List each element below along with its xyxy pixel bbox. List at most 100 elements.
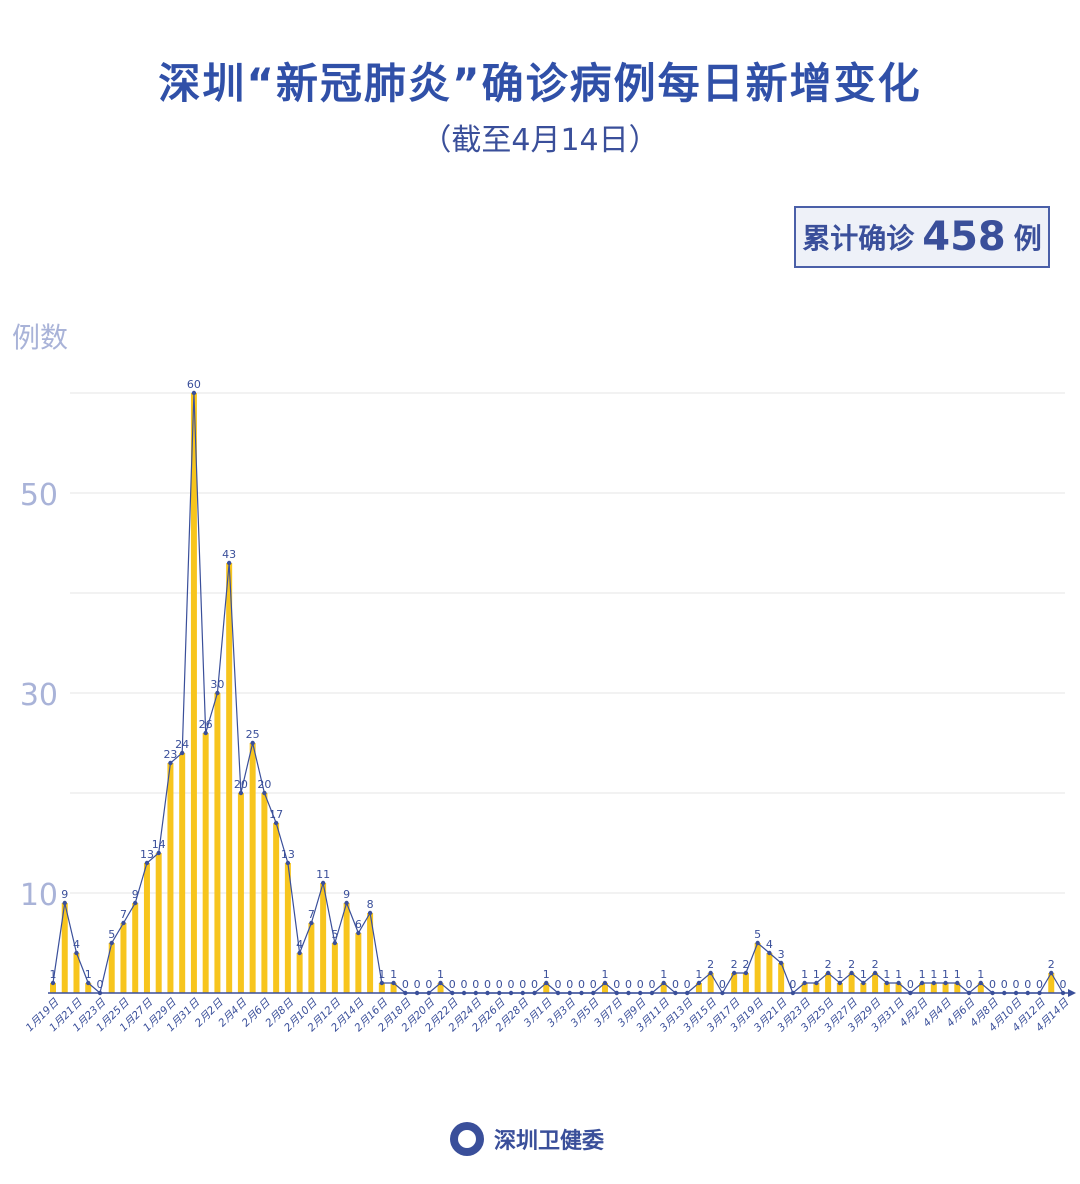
data-point bbox=[50, 980, 56, 986]
bar bbox=[296, 953, 303, 993]
data-label: 9 bbox=[61, 888, 68, 901]
bar bbox=[707, 973, 714, 993]
data-point bbox=[743, 970, 749, 976]
data-point bbox=[532, 990, 537, 996]
bar bbox=[226, 563, 233, 993]
data-label: 0 bbox=[966, 978, 973, 991]
data-point bbox=[109, 940, 114, 946]
data-point bbox=[403, 990, 408, 996]
bar bbox=[179, 753, 186, 993]
data-point bbox=[931, 980, 937, 986]
data-point bbox=[778, 960, 784, 966]
data-label: 1 bbox=[930, 968, 937, 981]
data-label: 0 bbox=[484, 978, 491, 991]
bar bbox=[836, 983, 843, 993]
bar bbox=[731, 973, 738, 993]
data-label: 0 bbox=[1036, 978, 1043, 991]
data-point bbox=[191, 390, 197, 396]
data-label: 0 bbox=[531, 978, 538, 991]
data-label: 0 bbox=[496, 978, 503, 991]
bar bbox=[860, 983, 867, 993]
data-label: 4 bbox=[296, 938, 303, 951]
bar bbox=[883, 983, 890, 993]
bar bbox=[61, 903, 68, 993]
x-axis-arrow-icon bbox=[1068, 989, 1076, 997]
health-commission-logo-icon bbox=[450, 1122, 484, 1156]
data-label: 0 bbox=[1060, 978, 1067, 991]
data-point bbox=[156, 850, 161, 856]
data-point bbox=[696, 980, 702, 986]
data-point bbox=[966, 990, 972, 996]
data-point bbox=[814, 980, 819, 986]
bar bbox=[390, 983, 397, 993]
bar bbox=[343, 903, 350, 993]
data-label: 0 bbox=[414, 978, 421, 991]
data-label: 5 bbox=[108, 928, 115, 941]
data-label: 43 bbox=[222, 548, 236, 561]
data-point bbox=[884, 980, 890, 986]
data-label: 0 bbox=[461, 978, 468, 991]
data-point bbox=[767, 950, 772, 956]
data-label: 1 bbox=[390, 968, 397, 981]
data-point bbox=[872, 970, 878, 976]
bar bbox=[766, 953, 773, 993]
data-point bbox=[1037, 990, 1042, 996]
bar bbox=[1048, 973, 1055, 993]
data-point bbox=[978, 980, 983, 986]
data-label: 2 bbox=[872, 958, 879, 971]
data-point bbox=[461, 990, 467, 996]
data-point bbox=[285, 860, 291, 866]
bar bbox=[825, 973, 832, 993]
data-point bbox=[273, 820, 279, 826]
data-point bbox=[626, 990, 631, 996]
bar bbox=[108, 943, 115, 993]
bar bbox=[543, 983, 550, 993]
bar bbox=[601, 983, 608, 993]
data-label: 0 bbox=[672, 978, 679, 991]
data-point bbox=[238, 790, 244, 796]
data-label: 1 bbox=[942, 968, 949, 981]
data-point bbox=[320, 880, 326, 886]
data-point bbox=[62, 900, 67, 906]
data-label: 2 bbox=[731, 958, 738, 971]
data-point bbox=[896, 980, 901, 986]
data-point bbox=[720, 990, 725, 996]
data-point bbox=[179, 750, 185, 756]
data-point bbox=[520, 990, 525, 996]
bar bbox=[284, 863, 291, 993]
data-label: 0 bbox=[1013, 978, 1020, 991]
bar bbox=[778, 963, 785, 993]
data-label: 0 bbox=[625, 978, 632, 991]
bar bbox=[954, 983, 961, 993]
bar bbox=[237, 793, 244, 993]
data-label: 9 bbox=[132, 888, 139, 901]
data-label: 1 bbox=[954, 968, 961, 981]
data-label: 1 bbox=[437, 968, 444, 981]
data-label: 17 bbox=[269, 808, 283, 821]
data-label: 0 bbox=[519, 978, 526, 991]
bar bbox=[308, 923, 315, 993]
bar bbox=[919, 983, 926, 993]
bar bbox=[132, 903, 139, 993]
data-label: 13 bbox=[281, 848, 295, 861]
data-label: 0 bbox=[989, 978, 996, 991]
bar bbox=[942, 983, 949, 993]
data-label: 13 bbox=[140, 848, 154, 861]
data-label: 1 bbox=[50, 968, 57, 981]
data-label: 11 bbox=[316, 868, 330, 881]
bar bbox=[895, 983, 902, 993]
data-point bbox=[731, 970, 737, 976]
data-point bbox=[250, 740, 255, 746]
data-point bbox=[1060, 990, 1066, 996]
data-label: 0 bbox=[907, 978, 914, 991]
data-label: 0 bbox=[578, 978, 585, 991]
data-label: 0 bbox=[648, 978, 655, 991]
data-label: 4 bbox=[73, 938, 80, 951]
data-label: 20 bbox=[234, 778, 248, 791]
bar bbox=[249, 743, 256, 993]
chart-subtitle: （截至4月14日） bbox=[421, 123, 659, 158]
data-point bbox=[367, 910, 373, 916]
data-point bbox=[614, 990, 619, 996]
bar bbox=[930, 983, 937, 993]
data-point bbox=[450, 990, 455, 996]
